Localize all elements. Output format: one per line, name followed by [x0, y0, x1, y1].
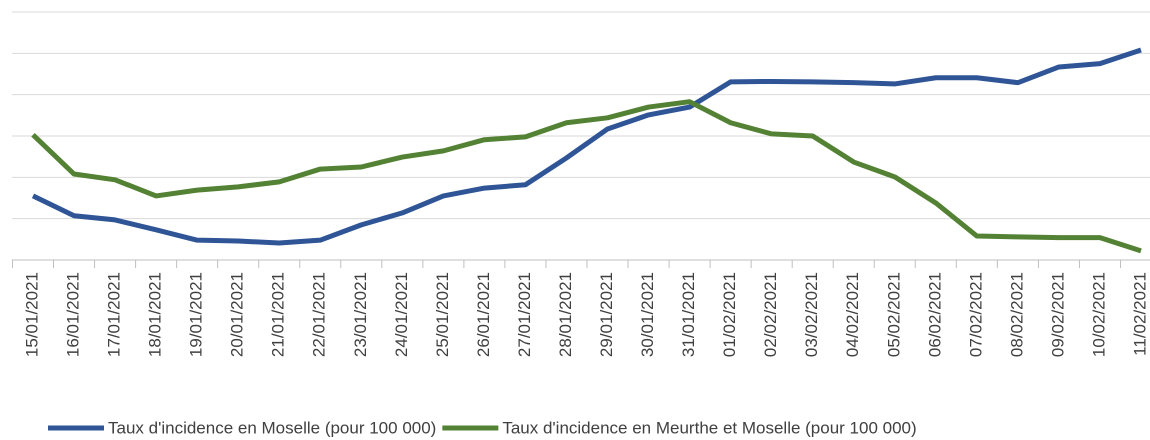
x-tick-label: 23/01/2021	[351, 272, 370, 357]
x-tick-label: 16/01/2021	[64, 272, 83, 357]
x-tick-label: 03/02/2021	[802, 272, 821, 357]
x-tick-label: 02/02/2021	[761, 272, 780, 357]
x-tick-label: 15/01/2021	[22, 272, 41, 357]
series-line	[31, 47, 1142, 246]
x-tick-label: 07/02/2021	[966, 272, 985, 357]
x-tick-label: 30/01/2021	[638, 272, 657, 357]
x-tick-label: 06/02/2021	[925, 272, 944, 357]
x-tick-label: 18/01/2021	[146, 272, 165, 357]
series-line	[31, 99, 1142, 254]
x-tick-label: 08/02/2021	[1007, 272, 1026, 357]
x-tick-label: 19/01/2021	[187, 272, 206, 357]
x-tick-label: 26/01/2021	[474, 272, 493, 357]
x-tick-label: 04/02/2021	[843, 272, 862, 357]
x-tick-label: 27/01/2021	[515, 272, 534, 357]
x-tick-label: 09/02/2021	[1048, 272, 1067, 357]
x-tick-label: 11/02/2021	[1130, 272, 1149, 356]
legend-label: Taux d'incidence en Moselle (pour 100 00…	[108, 418, 436, 437]
x-tick-label: 29/01/2021	[597, 272, 616, 357]
x-tick-label: 17/01/2021	[105, 272, 124, 357]
x-tick-label: 28/01/2021	[556, 272, 575, 357]
x-tick-label: 05/02/2021	[884, 272, 903, 357]
x-tick-label: 22/01/2021	[310, 272, 329, 357]
x-tick-label: 25/01/2021	[433, 272, 452, 357]
x-tick-label: 24/01/2021	[392, 272, 411, 357]
x-tick-label: 21/01/2021	[269, 272, 288, 357]
x-tick-label: 20/01/2021	[228, 272, 247, 357]
x-tick-label: 01/02/2021	[720, 272, 739, 357]
x-tick-label: 10/02/2021	[1089, 272, 1108, 357]
legend-label: Taux d'incidence en Meurthe et Moselle (…	[502, 418, 916, 437]
x-tick-label: 31/01/2021	[679, 272, 698, 357]
